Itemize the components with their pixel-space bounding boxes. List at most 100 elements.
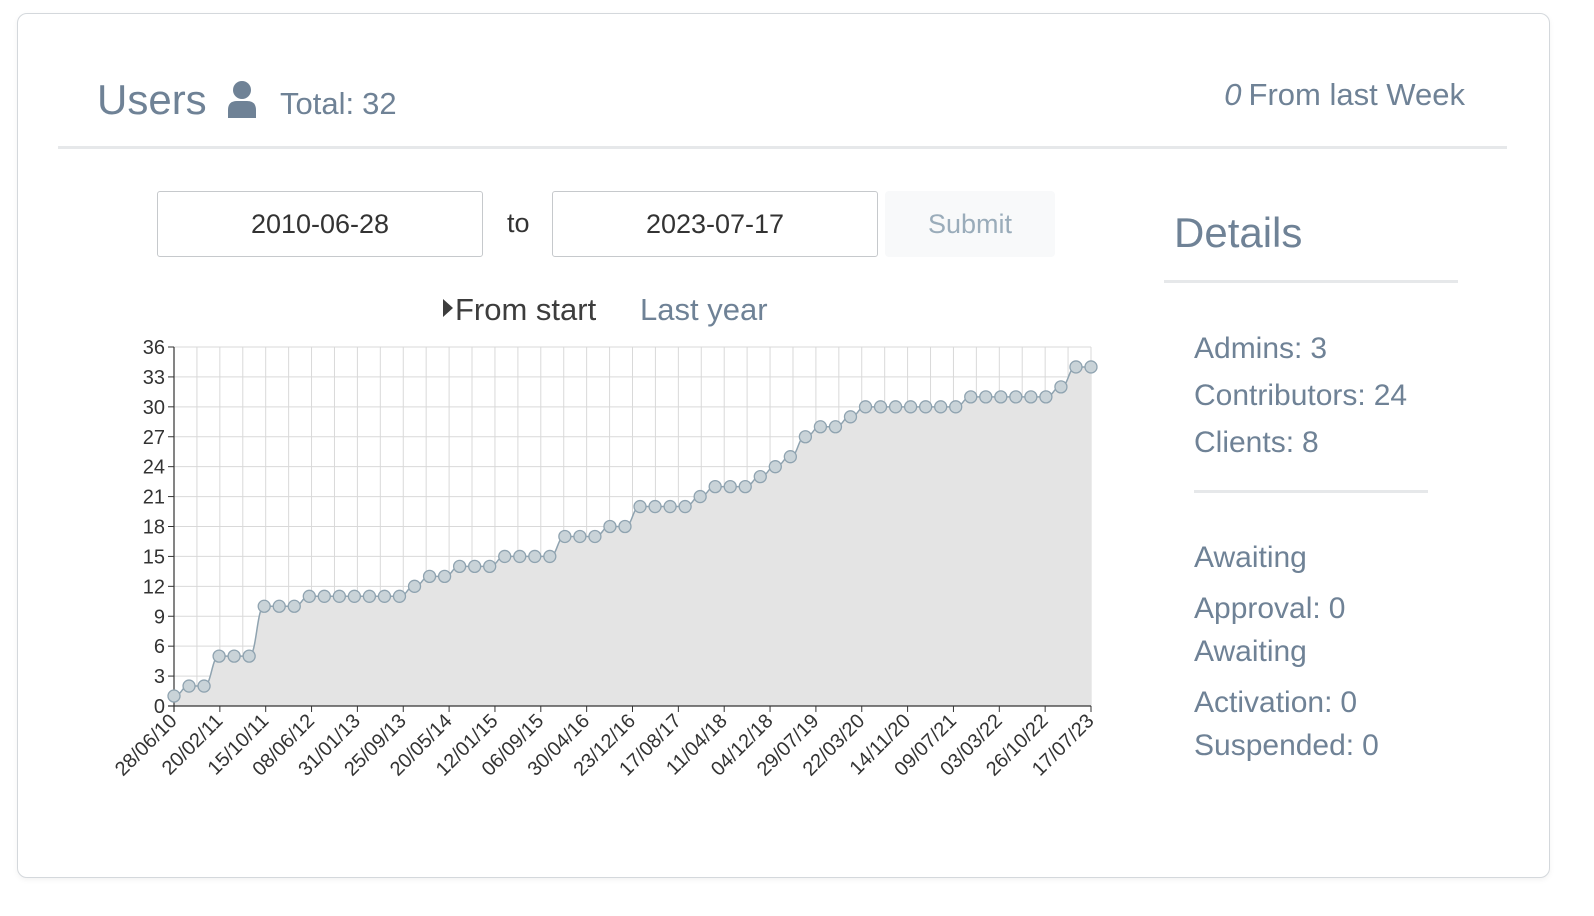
chart-point bbox=[528, 549, 542, 564]
chart-point bbox=[1084, 360, 1098, 374]
to-date-input[interactable] bbox=[552, 191, 878, 257]
y-tick-label: 27 bbox=[143, 427, 165, 449]
y-tick-label: 15 bbox=[143, 546, 165, 568]
total-label: Total: bbox=[280, 86, 355, 121]
chart-point bbox=[663, 499, 677, 514]
chart-point bbox=[317, 589, 331, 603]
y-tick-label: 12 bbox=[143, 576, 165, 598]
awaiting-activation-value: 0 bbox=[1340, 686, 1358, 719]
card-header: Users Total: 32 0 From last Week bbox=[18, 14, 1549, 154]
chart-point bbox=[648, 499, 662, 514]
chart-point bbox=[1009, 390, 1023, 404]
y-tick-label: 36 bbox=[143, 337, 165, 359]
chart-point bbox=[377, 589, 392, 603]
page-title: Users bbox=[97, 76, 207, 123]
range-tabs: From start Last year bbox=[18, 292, 1549, 332]
chart-point bbox=[272, 599, 286, 613]
chart-point bbox=[332, 589, 347, 603]
total-value: 32 bbox=[362, 86, 397, 121]
chart-point bbox=[843, 410, 858, 424]
chart-point bbox=[903, 400, 918, 414]
admins-value: 3 bbox=[1310, 332, 1328, 365]
chart-point bbox=[603, 519, 617, 534]
submit-button[interactable]: Submit bbox=[885, 191, 1055, 257]
awaiting-activation-label: Activation: bbox=[1194, 686, 1333, 719]
chart-point bbox=[738, 479, 752, 494]
awaiting-approval-label: Approval: bbox=[1194, 592, 1321, 625]
x-tick-labels: 28/06/1020/02/1115/10/1108/06/1231/01/13… bbox=[111, 706, 1099, 781]
tab-last-year[interactable]: Last year bbox=[640, 292, 768, 327]
from-date-input[interactable] bbox=[157, 191, 483, 257]
chart-point bbox=[392, 589, 407, 603]
awaiting-activation-stat: Awaiting Activation: 0 bbox=[1194, 635, 1357, 720]
y-tick-label: 33 bbox=[143, 367, 165, 389]
clients-label: Clients: bbox=[1194, 426, 1295, 459]
chart-point bbox=[407, 579, 422, 593]
chart-point bbox=[798, 430, 813, 444]
weekly-change-value: 0 bbox=[1224, 77, 1242, 112]
details-title: Details bbox=[1174, 209, 1303, 256]
chart-point bbox=[949, 400, 963, 414]
chart-point bbox=[257, 599, 271, 613]
awaiting-approval-line1: Awaiting bbox=[1194, 541, 1307, 574]
chart-point bbox=[483, 559, 497, 574]
chart-point bbox=[678, 499, 692, 514]
chart-point bbox=[167, 689, 181, 703]
chart-point bbox=[783, 450, 797, 464]
chart-point bbox=[362, 589, 377, 603]
chart-point bbox=[994, 390, 1008, 404]
chart-point bbox=[468, 559, 482, 574]
y-tick-label: 3 bbox=[154, 666, 165, 688]
chart-point bbox=[287, 599, 301, 613]
chart-point bbox=[873, 400, 888, 414]
chart-point bbox=[618, 519, 632, 534]
chart-point bbox=[708, 479, 722, 494]
chart-point bbox=[182, 679, 196, 693]
chart-point bbox=[227, 649, 241, 663]
chart-point bbox=[347, 589, 362, 603]
chart-point bbox=[934, 400, 948, 414]
awaiting-approval-stat: Awaiting Approval: 0 bbox=[1194, 541, 1345, 626]
chart-point bbox=[498, 549, 512, 564]
chart-point bbox=[1054, 380, 1068, 394]
chart-point bbox=[723, 479, 737, 494]
contributors-value: 24 bbox=[1373, 379, 1408, 412]
chart-point bbox=[813, 420, 828, 434]
admins-stat: Admins: 3 bbox=[1194, 332, 1327, 366]
chart-point bbox=[1039, 390, 1053, 404]
chart-area bbox=[174, 366, 1091, 706]
chart-point bbox=[437, 569, 452, 584]
chart-point bbox=[828, 420, 843, 434]
suspended-stat: Suspended: 0 bbox=[1194, 729, 1379, 763]
tab-from-start[interactable]: From start bbox=[443, 292, 596, 328]
awaiting-activation-line1: Awaiting bbox=[1194, 635, 1307, 668]
chart-point bbox=[573, 529, 587, 544]
suspended-label: Suspended: bbox=[1194, 729, 1355, 762]
y-tick-label: 21 bbox=[143, 487, 165, 509]
y-tick-label: 9 bbox=[154, 606, 165, 628]
user-icon bbox=[228, 81, 256, 118]
total-count: Total: 32 bbox=[280, 86, 397, 122]
chart-point bbox=[302, 589, 316, 603]
suspended-value: 0 bbox=[1362, 729, 1379, 762]
y-tick-label: 24 bbox=[143, 457, 165, 479]
awaiting-approval-value: 0 bbox=[1328, 592, 1346, 625]
y-tick-label: 18 bbox=[143, 517, 165, 539]
chart-point bbox=[543, 549, 557, 564]
chart-points bbox=[167, 360, 1098, 703]
chart-point bbox=[1069, 360, 1083, 374]
contributors-label: Contributors: bbox=[1194, 379, 1366, 412]
caret-right-icon bbox=[443, 299, 453, 317]
y-tick-label: 0 bbox=[154, 696, 165, 718]
chart-point bbox=[979, 390, 993, 404]
chart-point bbox=[452, 559, 467, 574]
chart-point bbox=[888, 400, 903, 414]
details-divider-2 bbox=[1194, 490, 1428, 493]
y-tick-label: 6 bbox=[154, 636, 165, 658]
chart-point bbox=[693, 489, 707, 504]
clients-stat: Clients: 8 bbox=[1194, 426, 1319, 460]
chart-point bbox=[858, 400, 873, 414]
